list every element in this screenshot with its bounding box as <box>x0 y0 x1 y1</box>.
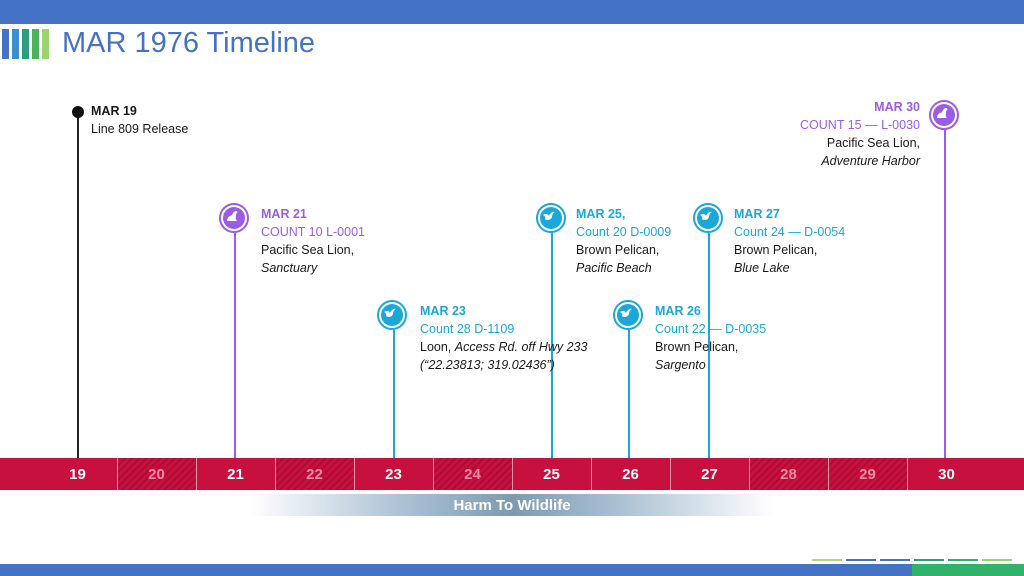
event-location: Pacific Beach <box>576 261 652 275</box>
axis-tick: 21 <box>227 465 244 483</box>
event-label-mar19: MAR 19 Line 809 Release <box>91 102 188 138</box>
bird-icon <box>613 300 643 330</box>
event-species: Pacific Sea Lion, <box>826 136 920 150</box>
axis-divider <box>907 458 908 490</box>
stem-mar25 <box>551 233 553 458</box>
event-coordinates: (“22.23813; 319.02436”) <box>420 358 555 372</box>
stem-mar27 <box>708 233 710 458</box>
bottom-banner <box>0 564 912 576</box>
axis-tick: 22 <box>275 458 354 490</box>
axis-tick: 28 <box>749 458 828 490</box>
axis-divider <box>433 458 434 490</box>
event-species: Pacific Sea Lion, <box>261 243 355 257</box>
event-count: Count 22 — D-0035 <box>655 322 767 336</box>
axis-divider <box>670 458 671 490</box>
axis-divider <box>591 458 592 490</box>
page-title: MAR 1976 Timeline <box>62 27 316 59</box>
sea-lion-icon <box>219 203 249 233</box>
event-date: MAR 26 <box>655 304 701 318</box>
axis-divider <box>828 458 829 490</box>
decor-line <box>982 559 1012 561</box>
stem-mar30 <box>944 130 946 458</box>
event-count: Count 20 D-0009 <box>576 225 672 239</box>
event-location: Access Rd. off Hwy 233 <box>454 340 588 354</box>
event-date: MAR 27 <box>734 207 780 221</box>
stem-mar23 <box>393 330 395 458</box>
top-banner <box>0 0 1024 24</box>
event-label-mar25: MAR 25, Count 20 D-0009 Brown Pelican, P… <box>576 205 671 277</box>
event-label-mar23: MAR 23 Count 28 D-1109 Loon, Access Rd. … <box>420 302 587 374</box>
axis-tick: 25 <box>543 465 560 483</box>
axis-tick: 24 <box>433 458 512 490</box>
logo-bars-icon <box>2 29 54 59</box>
axis-divider <box>512 458 513 490</box>
range-band: Harm To Wildlife <box>250 494 774 516</box>
axis-tick: 27 <box>701 465 718 483</box>
event-species: Brown Pelican, <box>655 340 739 354</box>
event-date: MAR 23 <box>420 304 466 318</box>
axis-tick: 29 <box>828 458 907 490</box>
bird-icon <box>377 300 407 330</box>
event-dot <box>72 106 84 118</box>
axis-divider <box>196 458 197 490</box>
event-location: Sargento <box>655 358 706 372</box>
event-count: Count 24 — D-0054 <box>734 225 846 239</box>
axis-divider <box>275 458 276 490</box>
event-date: MAR 30 <box>874 100 920 114</box>
event-count: COUNT 10 L-0001 <box>261 225 365 239</box>
event-species: Brown Pelican, <box>734 243 818 257</box>
bottom-banner-accent <box>912 564 1024 576</box>
event-count: Count 28 D-1109 <box>420 322 515 336</box>
axis-tick: 23 <box>385 465 402 483</box>
event-date: MAR 25, <box>576 207 626 221</box>
axis-divider <box>749 458 750 490</box>
stem-mar21 <box>234 233 236 458</box>
event-location: Sanctuary <box>261 261 318 275</box>
axis-tick: 26 <box>622 465 639 483</box>
stem-mar26 <box>628 330 630 458</box>
event-label-mar21: MAR 21 COUNT 10 L-0001 Pacific Sea Lion,… <box>261 205 365 277</box>
axis-divider <box>354 458 355 490</box>
event-label-mar27: MAR 27 Count 24 — D-0054 Brown Pelican, … <box>734 205 845 277</box>
event-label-mar26: MAR 26 Count 22 — D-0035 Brown Pelican, … <box>655 302 766 374</box>
decor-line <box>812 559 842 561</box>
event-date: MAR 21 <box>261 207 307 221</box>
range-label: Harm To Wildlife <box>453 496 571 514</box>
event-location: Blue Lake <box>734 261 790 275</box>
event-species: Loon, <box>420 340 455 354</box>
event-date: MAR 19 <box>91 104 137 118</box>
event-location: Adventure Harbor <box>821 154 920 168</box>
stem-mar19 <box>77 112 79 458</box>
decor-line <box>914 559 944 561</box>
event-description: Line 809 Release <box>91 122 189 136</box>
sea-lion-icon <box>929 100 959 130</box>
decor-line <box>880 559 910 561</box>
axis-tick: 30 <box>938 465 955 483</box>
decor-line <box>948 559 978 561</box>
event-label-mar30: MAR 30 COUNT 15 — L-0030 Pacific Sea Lio… <box>800 98 920 170</box>
event-count: COUNT 15 — L-0030 <box>800 118 920 132</box>
axis-tick: 19 <box>69 465 86 483</box>
bird-icon <box>536 203 566 233</box>
decor-line <box>846 559 876 561</box>
axis-tick: 20 <box>117 458 196 490</box>
event-species: Brown Pelican, <box>576 243 660 257</box>
axis-divider <box>117 458 118 490</box>
bird-icon <box>693 203 723 233</box>
